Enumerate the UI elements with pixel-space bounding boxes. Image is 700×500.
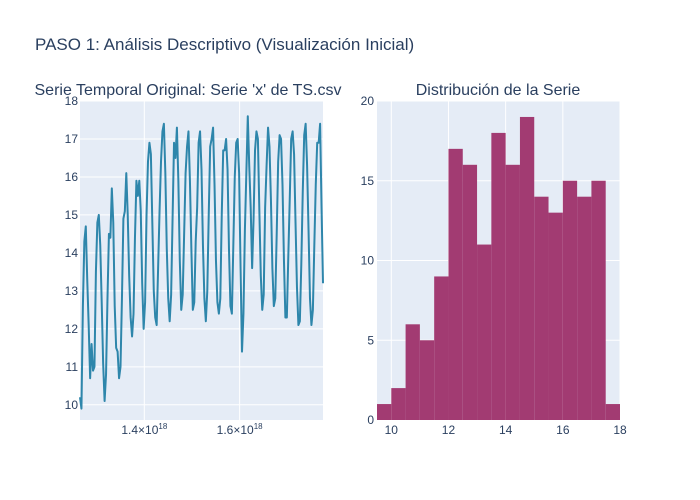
y-tick-label: 16 (65, 170, 79, 184)
histogram-y-ticks: 0 5 10 15 20 (361, 94, 375, 427)
histogram-bar (577, 196, 592, 420)
histogram-bar (377, 404, 392, 420)
time-series-y-ticks: 10 11 12 13 14 15 16 17 18 (65, 94, 79, 412)
histogram-bar (477, 244, 492, 420)
y-tick-label: 20 (361, 94, 375, 108)
x-tick-label: 16 (556, 423, 570, 437)
y-tick-label: 13 (65, 284, 79, 298)
time-series-line (79, 115, 324, 410)
histogram-bar (491, 132, 506, 420)
histogram-bar (605, 404, 620, 420)
y-tick-label: 5 (367, 333, 374, 347)
histogram-bar (519, 116, 535, 420)
y-tick-label: 10 (65, 398, 79, 412)
histogram-bar (434, 276, 449, 420)
x-tick-label: 1.6×1018 (217, 422, 263, 437)
y-tick-label: 12 (65, 322, 79, 336)
histogram-x-ticks: 10 12 14 16 18 (385, 423, 627, 437)
y-tick-label: 10 (361, 254, 375, 268)
histogram-bar (534, 196, 549, 420)
histogram-bar (462, 164, 478, 420)
histogram-bar (448, 148, 463, 420)
histogram-bar (505, 164, 520, 420)
histogram-bar (562, 180, 578, 420)
histogram-title: Distribución de la Serie (416, 82, 581, 99)
y-tick-label: 15 (361, 174, 375, 188)
histogram-bar (419, 340, 435, 420)
time-series-panel: 10 11 12 13 14 15 16 17 18 1.4×1018 1.6×1018 Seri… (35, 82, 342, 437)
y-tick-label: 15 (65, 208, 79, 222)
y-tick-label: 11 (66, 360, 79, 374)
x-tick-label: 10 (385, 423, 399, 437)
y-tick-label: 14 (65, 246, 79, 260)
histogram-bar (391, 388, 406, 420)
histogram-bar (591, 180, 606, 420)
x-tick-label: 12 (442, 423, 456, 437)
y-tick-label: 18 (65, 94, 79, 108)
y-tick-label: 0 (367, 413, 374, 427)
y-tick-label: 17 (65, 132, 79, 146)
x-tick-label: 14 (499, 423, 513, 437)
time-series-x-ticks: 1.4×1018 1.6×1018 (121, 422, 263, 437)
histogram-panel: 0 5 10 15 20 10 12 14 16 18 Distribución de la S… (361, 82, 627, 437)
x-tick-label: 1.4×1018 (121, 422, 167, 437)
histogram-bar (405, 324, 420, 420)
histogram-bars (377, 116, 620, 420)
figure-title: PASO 1: Análisis Descriptivo (Visualizac… (35, 35, 414, 54)
histogram-bar (548, 212, 563, 420)
time-series-title: Serie Temporal Original: Serie 'x' de TS… (35, 82, 342, 99)
x-tick-label: 18 (613, 423, 627, 437)
